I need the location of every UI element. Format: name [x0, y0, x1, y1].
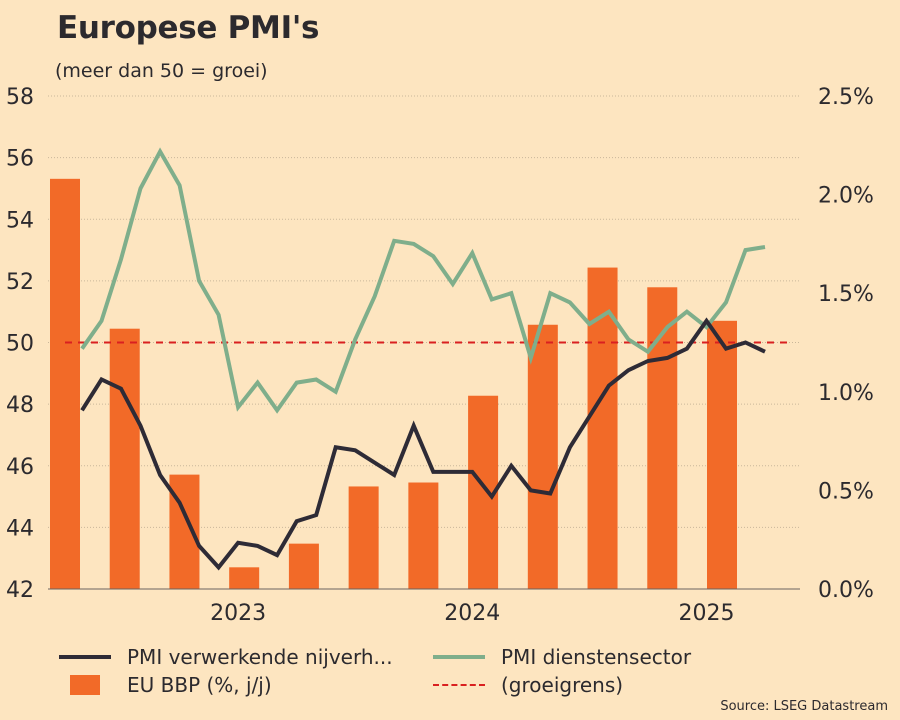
chart-subtitle: (meer dan 50 = groei)	[55, 60, 268, 82]
gdp-bar	[707, 320, 737, 589]
manufacturing-line	[80, 317, 766, 571]
left-tick-label: 58	[6, 85, 34, 110]
right-tick-label: 2.5%	[818, 85, 874, 110]
gdp-bar	[647, 287, 678, 589]
left-tick-label: 54	[6, 208, 34, 233]
right-tick-label: 2.0%	[818, 184, 874, 209]
gdp-bar	[229, 567, 260, 589]
right-tick-label: 0.0%	[818, 578, 874, 603]
legend-swatch-gdp	[70, 675, 100, 695]
services-line	[80, 147, 766, 414]
x-tick-label: 2023	[210, 601, 266, 626]
gdp-bar	[408, 482, 439, 589]
left-tick-label: 56	[6, 147, 34, 172]
right-tick-label: 1.5%	[818, 282, 874, 307]
left-tick-label: 46	[6, 455, 34, 480]
chart-title: Europese PMI's	[57, 10, 320, 46]
legend-item-threshold: (groeigrens)	[433, 673, 623, 697]
left-tick-label: 48	[6, 393, 34, 418]
legend-item-services: PMI dienstensector	[433, 645, 691, 669]
right-tick-label: 1.0%	[818, 381, 874, 406]
gdp-bar	[527, 324, 558, 589]
left-tick-label: 44	[6, 516, 34, 541]
legend-item-manufacturing: PMI verwerkende nijverh...	[59, 645, 393, 669]
axis-ticks: 42 44 46 48 50 52 54 56 58 0.0% 0.5% 1.0% 1.5% 2.0% 2.…	[6, 85, 874, 626]
left-tick-label: 52	[6, 270, 34, 295]
legend-label-manufacturing: PMI verwerkende nijverh...	[127, 645, 393, 669]
legend-label-threshold: (groeigrens)	[501, 673, 624, 697]
legend-swatch-services	[433, 655, 485, 659]
legend-swatch-threshold	[433, 684, 485, 686]
x-tick-label: 2024	[444, 601, 500, 626]
gdp-bar	[50, 178, 80, 589]
left-tick-label: 50	[6, 332, 34, 357]
pmi-lines	[80, 147, 766, 571]
legend-swatch-manufacturing	[59, 655, 111, 659]
legend-item-gdp: EU BBP (%, j/j)	[59, 673, 272, 697]
legend-label-gdp: EU BBP (%, j/j)	[127, 673, 272, 697]
gdp-bar	[288, 543, 319, 589]
legend-label-services: PMI dienstensector	[501, 645, 692, 669]
x-tick-label: 2025	[678, 601, 734, 626]
right-tick-label: 0.5%	[818, 479, 874, 504]
gdp-bar	[348, 486, 379, 589]
gdp-bar	[109, 328, 140, 589]
left-tick-label: 42	[6, 578, 34, 603]
source-note: Source: LSEG Datastream	[720, 699, 888, 714]
